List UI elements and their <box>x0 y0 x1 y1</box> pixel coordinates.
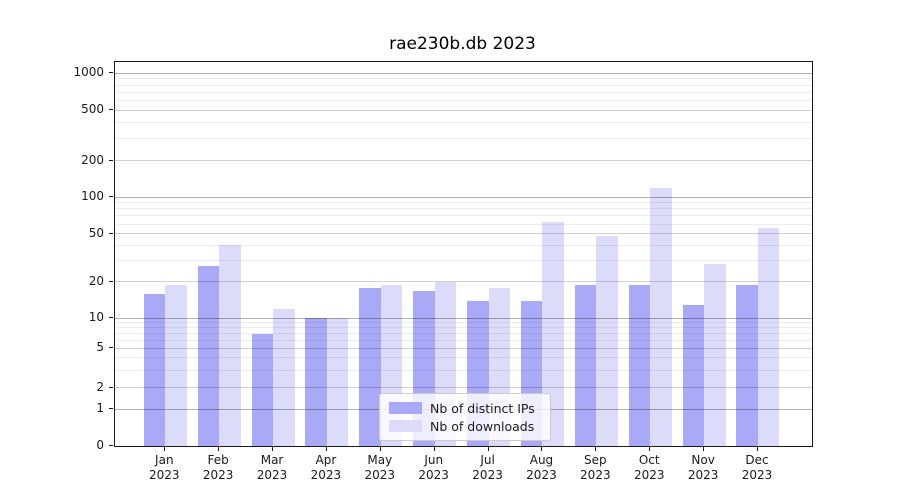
legend-entry-distinct-ips: Nb of distinct IPs <box>380 401 550 416</box>
bar-mar-distinct-ips <box>251 333 274 446</box>
x-tick-label-apr: Apr 2023 <box>310 453 342 482</box>
x-tick-label-mar: Mar 2023 <box>256 453 288 482</box>
legend-swatch-downloads-icon <box>389 420 422 432</box>
y-tick-mark <box>109 386 113 388</box>
y-tick-label-2: 2 <box>96 379 104 394</box>
bar-feb-distinct-ips <box>197 266 220 446</box>
x-tick-mark <box>218 447 220 451</box>
y-tick-mark <box>109 317 113 319</box>
bar-may-distinct-ips <box>359 287 381 446</box>
bar-sep-downloads <box>596 235 618 446</box>
legend: Nb of distinct IPs Nb of downloads <box>379 393 551 441</box>
y-tick-label-20: 20 <box>88 273 104 288</box>
y-tick-label-0: 0 <box>96 438 104 452</box>
x-tick-label-oct: Oct 2023 <box>633 453 665 482</box>
x-tick-label-sep: Sep 2023 <box>580 453 611 482</box>
x-tick-mark <box>541 447 543 451</box>
bar-apr-distinct-ips <box>305 318 327 446</box>
y-tick-mark <box>109 347 113 349</box>
y-tick-mark <box>109 445 113 446</box>
x-tick-mark <box>756 447 758 451</box>
bar-dec-downloads <box>757 227 780 446</box>
y-tick-label-10: 10 <box>88 310 104 325</box>
page-title: rae230b.db 2023 <box>389 34 536 54</box>
y-tick-label-200: 200 <box>81 152 104 167</box>
y-tick-mark <box>109 408 113 410</box>
x-tick-mark <box>325 447 327 451</box>
y-tick-label-5: 5 <box>96 340 104 355</box>
y-tick-label-500: 500 <box>81 102 104 117</box>
bar-sep-distinct-ips <box>574 284 597 446</box>
y-tick-label-100: 100 <box>81 189 104 203</box>
legend-label-distinct-ips: Nb of distinct IPs <box>430 400 535 416</box>
legend-swatch-distinct-ips-icon <box>389 402 422 414</box>
x-tick-label-may: May 2023 <box>364 453 396 482</box>
legend-label-downloads: Nb of downloads <box>430 418 535 434</box>
x-tick-mark <box>649 447 651 451</box>
y-tick-label-50: 50 <box>88 225 104 240</box>
x-tick-mark <box>703 447 705 451</box>
x-tick-label-jan: Jan 2023 <box>149 453 180 482</box>
x-tick-mark <box>164 447 166 451</box>
x-tick-label-nov: Nov 2023 <box>687 453 719 482</box>
bar-apr-downloads <box>326 318 349 446</box>
y-tick-label-1: 1 <box>96 401 104 416</box>
plot-area: Nb of distinct IPs Nb of downloads <box>114 61 813 447</box>
y-tick-mark <box>109 109 113 111</box>
bar-mar-downloads <box>273 308 295 446</box>
y-tick-mark <box>109 232 113 234</box>
y-tick-mark <box>109 159 113 161</box>
bar-oct-downloads <box>650 187 672 446</box>
y-tick-mark <box>109 280 113 282</box>
legend-entry-downloads: Nb of downloads <box>380 419 550 434</box>
x-tick-mark <box>487 447 489 451</box>
y-tick-mark <box>109 196 113 197</box>
x-tick-label-jun: Jun 2023 <box>418 453 449 482</box>
y-tick-mark <box>109 72 113 74</box>
x-tick-mark <box>379 447 381 451</box>
bar-aug-downloads <box>542 222 564 446</box>
y-tick-label-1000: 1000 <box>73 65 104 80</box>
bar-jan-downloads <box>165 284 187 446</box>
bar-feb-downloads <box>219 245 241 446</box>
bar-oct-distinct-ips <box>628 284 651 446</box>
bar-nov-distinct-ips <box>682 304 705 446</box>
x-tick-mark <box>272 447 274 451</box>
bar-jan-distinct-ips <box>143 293 166 446</box>
bars-layer <box>115 62 812 446</box>
x-tick-label-feb: Feb 2023 <box>202 453 234 482</box>
x-tick-label-dec: Dec 2023 <box>741 453 773 482</box>
x-tick-label-aug: Aug 2023 <box>526 453 557 482</box>
x-tick-mark <box>595 447 597 451</box>
x-tick-mark <box>433 447 435 451</box>
x-tick-label-jul: Jul 2023 <box>472 453 503 482</box>
bar-dec-distinct-ips <box>736 284 758 446</box>
bar-nov-downloads <box>704 264 726 446</box>
